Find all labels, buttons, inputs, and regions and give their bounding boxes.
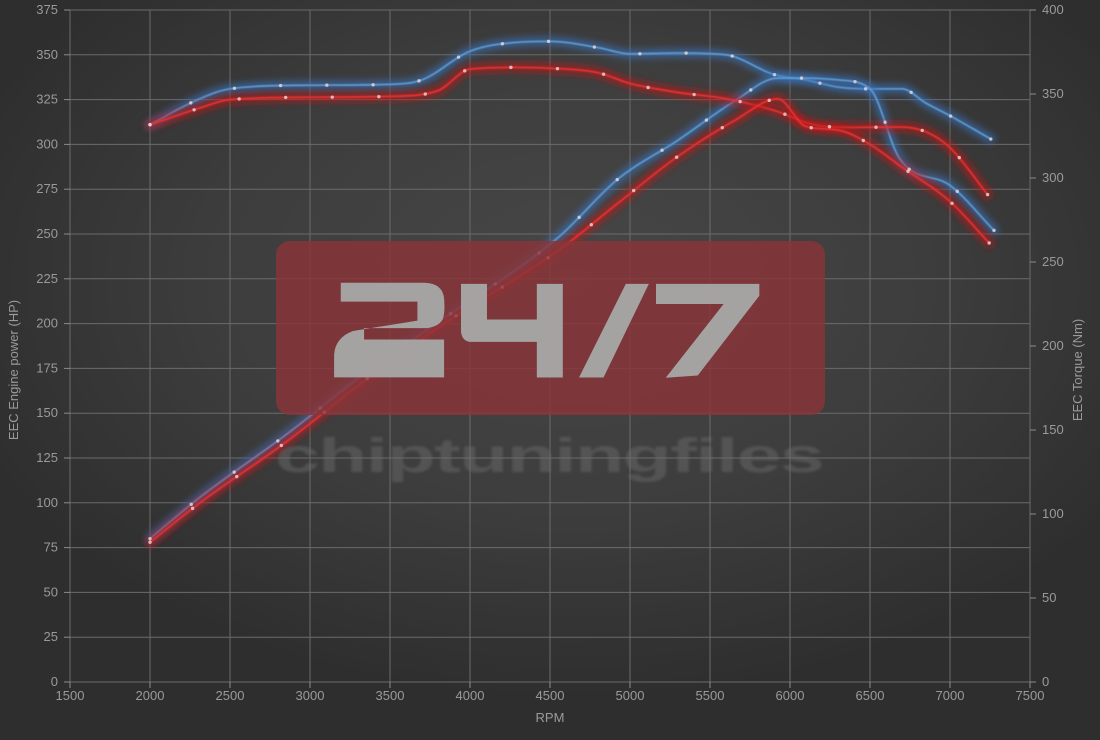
svg-text:175: 175 — [36, 360, 58, 375]
svg-text:7500: 7500 — [1016, 688, 1045, 703]
svg-text:400: 400 — [1042, 2, 1064, 17]
svg-text:6500: 6500 — [856, 688, 885, 703]
svg-text:75: 75 — [44, 540, 58, 555]
svg-text:5000: 5000 — [616, 688, 645, 703]
svg-text:250: 250 — [1042, 254, 1064, 269]
svg-text:RPM: RPM — [536, 710, 565, 725]
svg-text:6000: 6000 — [776, 688, 805, 703]
svg-text:4000: 4000 — [456, 688, 485, 703]
svg-text:325: 325 — [36, 92, 58, 107]
svg-text:100: 100 — [1042, 506, 1064, 521]
svg-text:2000: 2000 — [136, 688, 165, 703]
svg-text:50: 50 — [44, 584, 58, 599]
svg-text:300: 300 — [36, 136, 58, 151]
svg-text:50: 50 — [1042, 590, 1056, 605]
svg-text:250: 250 — [36, 226, 58, 241]
svg-text:3500: 3500 — [376, 688, 405, 703]
svg-text:chiptuningfiles: chiptuningfiles — [275, 430, 823, 483]
svg-text:2500: 2500 — [216, 688, 245, 703]
svg-text:200: 200 — [36, 316, 58, 331]
svg-text:125: 125 — [36, 450, 58, 465]
svg-text:150: 150 — [1042, 422, 1064, 437]
svg-text:EEC Torque (Nm): EEC Torque (Nm) — [1070, 319, 1085, 421]
svg-text:300: 300 — [1042, 170, 1064, 185]
svg-text:5500: 5500 — [696, 688, 725, 703]
svg-text:3000: 3000 — [296, 688, 325, 703]
svg-text:7000: 7000 — [936, 688, 965, 703]
svg-text:200: 200 — [1042, 338, 1064, 353]
svg-text:150: 150 — [36, 405, 58, 420]
svg-text:EEC Engine power (HP): EEC Engine power (HP) — [6, 300, 21, 440]
svg-text:0: 0 — [1042, 674, 1049, 689]
svg-text:4500: 4500 — [536, 688, 565, 703]
svg-text:0: 0 — [51, 674, 58, 689]
svg-text:100: 100 — [36, 495, 58, 510]
svg-text:1500: 1500 — [56, 688, 85, 703]
svg-text:350: 350 — [1042, 86, 1064, 101]
svg-text:275: 275 — [36, 181, 58, 196]
svg-text:225: 225 — [36, 271, 58, 286]
svg-text:25: 25 — [44, 629, 58, 644]
svg-text:350: 350 — [36, 47, 58, 62]
svg-text:375: 375 — [36, 2, 58, 17]
